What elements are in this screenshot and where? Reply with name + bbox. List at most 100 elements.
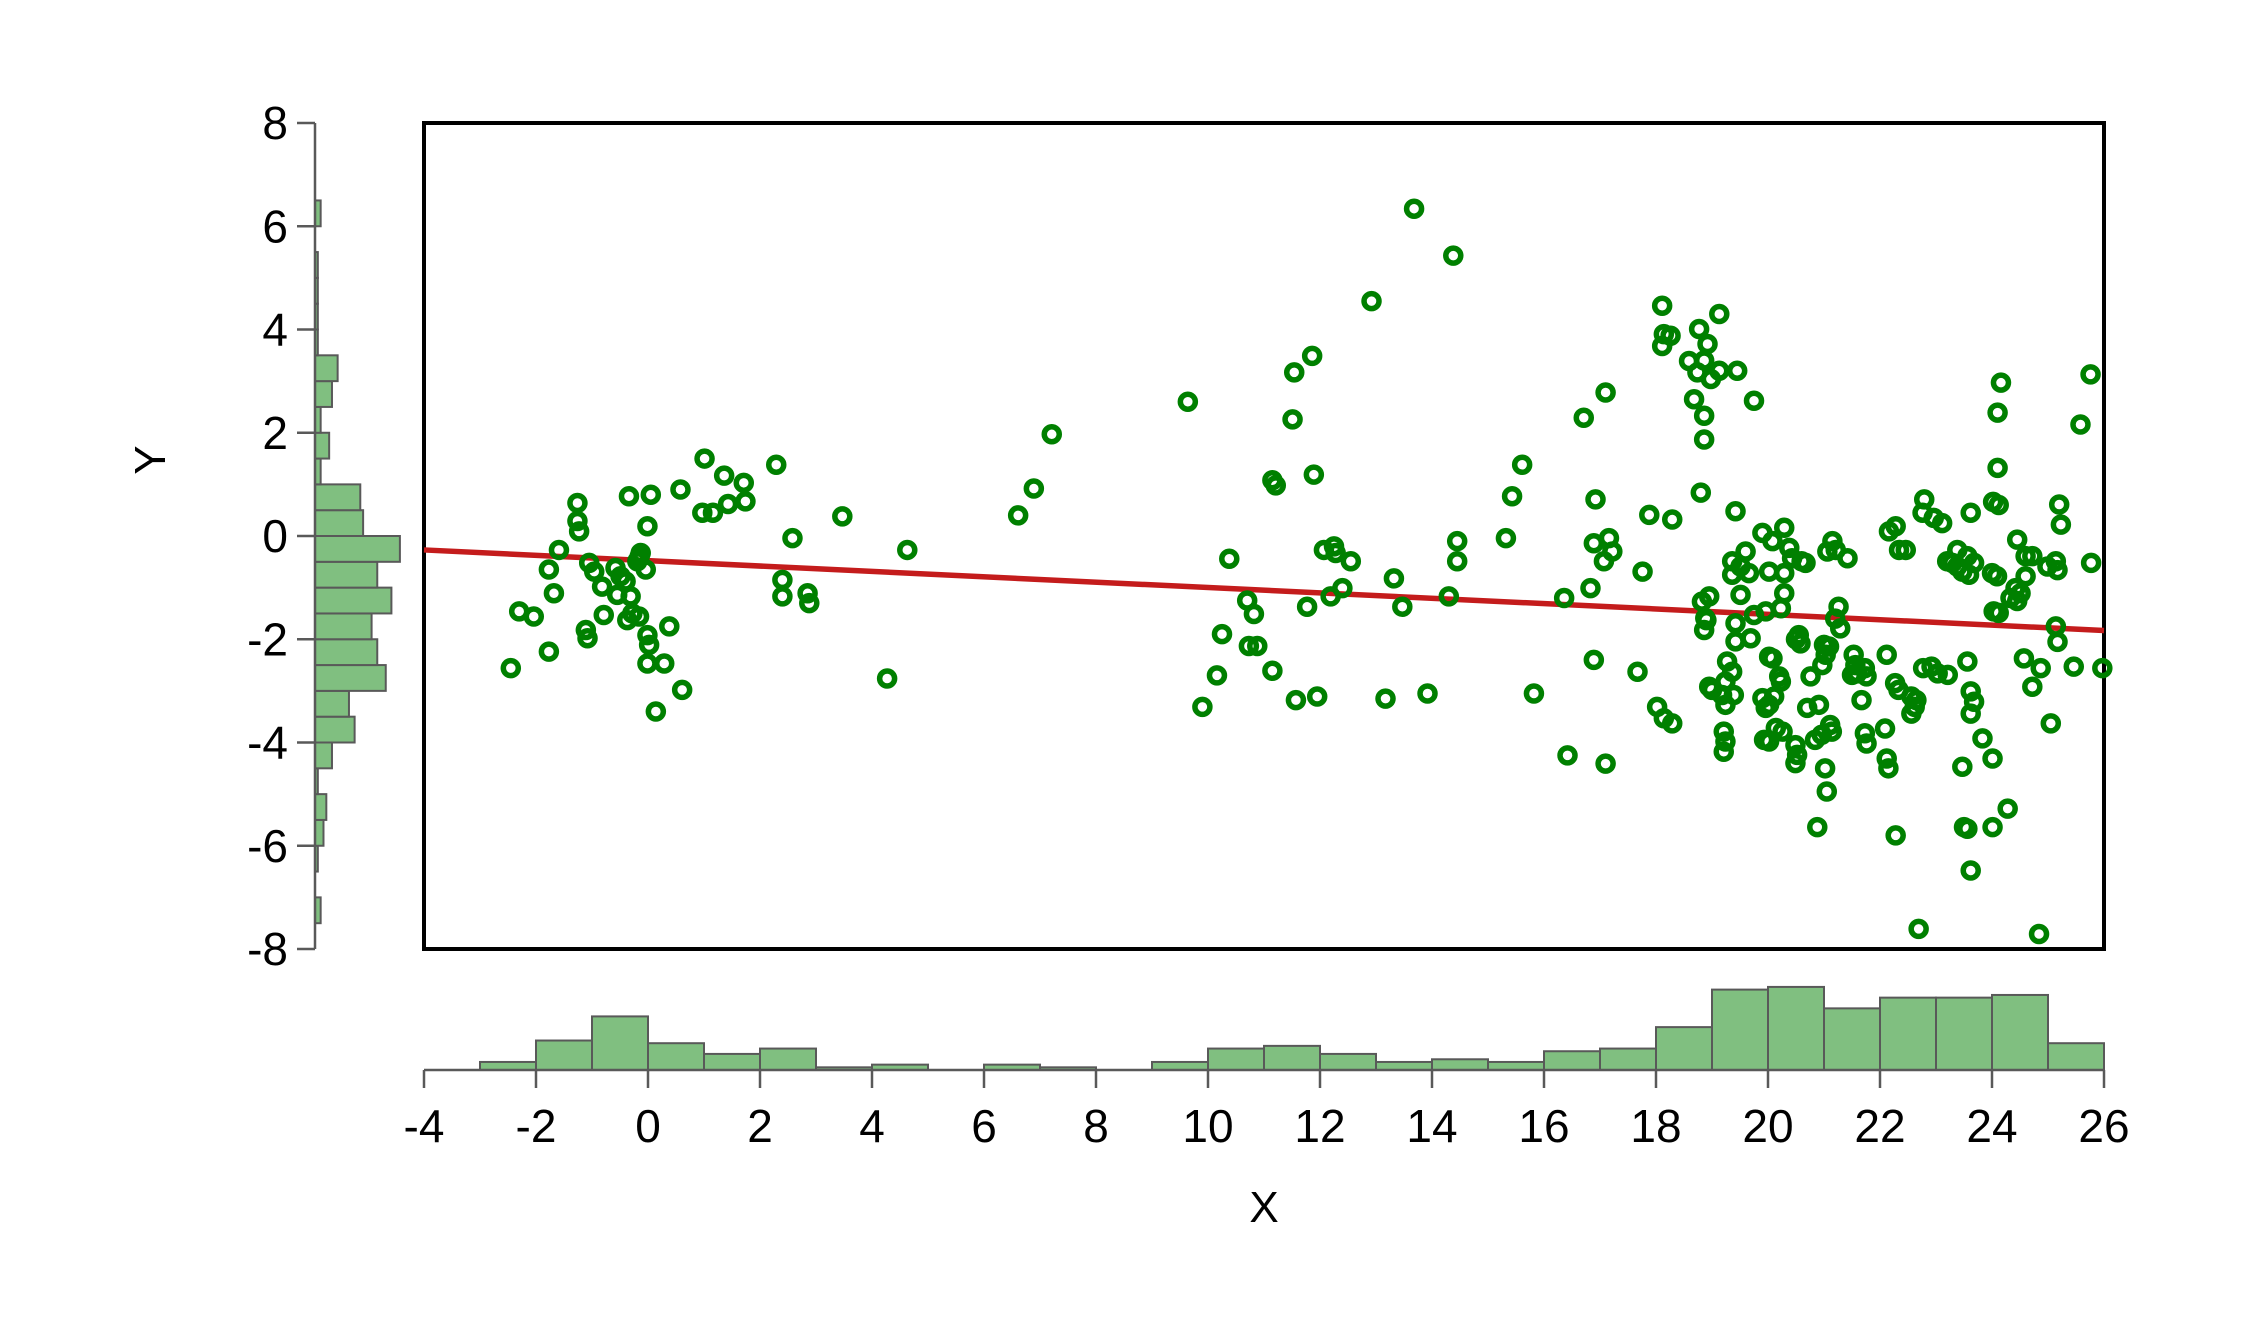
scatter-point [567, 510, 588, 532]
x-tick-label: 26 [2078, 1100, 2129, 1152]
scatter-point [568, 521, 590, 542]
scatter-point [543, 583, 565, 604]
y-histogram-bar [314, 380, 333, 408]
scatter-point [1772, 721, 1793, 742]
x-histogram-bar [1935, 996, 1993, 1072]
scatter-point [717, 493, 739, 515]
scatter-point [538, 559, 560, 580]
scatter-point [1931, 512, 1953, 534]
scatter-point [1688, 318, 1710, 340]
scatter-point [1403, 198, 1425, 219]
scatter-point [2030, 657, 2051, 679]
scatter-point [1988, 602, 2009, 624]
x-histogram-bar [647, 1042, 705, 1071]
x-histogram-bar [1543, 1050, 1601, 1071]
y-histogram-bar [314, 793, 328, 821]
y-tick-label: -8 [247, 923, 288, 975]
scatter-point [799, 592, 820, 614]
x-histogram-bar [535, 1039, 593, 1072]
scatter-point [1446, 551, 1468, 572]
scatter-point [1698, 586, 1720, 607]
x-histogram-bar [703, 1052, 761, 1072]
scatter-point [1773, 517, 1795, 538]
scatter-point [2045, 551, 2067, 572]
scatter-point [583, 561, 605, 582]
scatter-point [876, 668, 898, 689]
scatter-point [1816, 781, 1838, 802]
scatter-point [1697, 333, 1718, 355]
scatter-point [1709, 360, 1730, 382]
scatter-point [2047, 559, 2068, 581]
y-axis-title: Y [126, 445, 175, 474]
scatter-point [1762, 530, 1783, 552]
x-tick-label: 0 [635, 1100, 661, 1152]
scatter-point [1988, 494, 2009, 516]
scatter-point [1262, 660, 1283, 681]
scatter-point [538, 641, 560, 662]
scatter-point [1808, 694, 1830, 716]
scatter-point [2015, 566, 2036, 587]
scatter-point [1725, 612, 1746, 634]
scatter-point [2050, 514, 2072, 535]
scatter-point [1238, 635, 1260, 657]
x-tick-label: 10 [1182, 1100, 1233, 1152]
scatter-point [1817, 541, 1838, 562]
y-tick-label: 4 [262, 304, 288, 356]
scatter-point [671, 679, 693, 701]
x-histogram-bar [1711, 988, 1769, 1071]
x-tick-label: 6 [971, 1100, 997, 1152]
scatter-point [733, 472, 755, 494]
x-tick-label: 8 [1083, 1100, 1109, 1152]
scatter-point [1972, 728, 1993, 749]
scatter-point [1511, 454, 1533, 476]
x-tick-label: 4 [859, 1100, 885, 1152]
scatter-point [1683, 388, 1705, 410]
scatter-point [1987, 402, 2008, 423]
scatter-point [1595, 382, 1616, 403]
scatter-point [1785, 629, 1807, 650]
scatter-point [1361, 290, 1382, 312]
scatter-point [1807, 816, 1828, 838]
scatter-point [1651, 295, 1673, 317]
y-tick-label: -6 [247, 820, 288, 872]
scatter-point [567, 492, 588, 514]
y-histogram-bar [314, 431, 331, 460]
y-histogram-bar [314, 612, 373, 641]
scatter-point [2006, 590, 2028, 612]
y-histogram-bar [314, 535, 401, 563]
scatter-point [1885, 825, 1906, 846]
y-tick-label: 8 [262, 97, 288, 149]
scatter-point [1303, 464, 1325, 485]
scatter-point [1696, 609, 1717, 631]
scatter-point [765, 454, 787, 476]
scatter-point [1580, 577, 1601, 599]
scatter-point [897, 539, 918, 561]
scatter-point [1960, 502, 1981, 524]
x-histogram-bar [1599, 1047, 1657, 1072]
scatter-point [1693, 619, 1715, 641]
scatter-point [659, 616, 680, 637]
x-histogram-bar [1991, 993, 2049, 1072]
y-marginal-histogram [314, 199, 401, 925]
y-histogram-bar [314, 741, 333, 770]
plot-frame-border [422, 121, 2106, 951]
scatter-point [638, 634, 660, 656]
scatter-point [1325, 542, 1346, 564]
scatter-point [1874, 718, 1896, 739]
scatter-point [692, 502, 713, 524]
scatter-point [1443, 245, 1464, 266]
scatter-point [1960, 860, 1981, 881]
scatter-point [1501, 485, 1523, 507]
scatter-point [1306, 686, 1328, 707]
scatter-point [1265, 475, 1287, 496]
scatter-point [1693, 429, 1715, 450]
scatter-point [1726, 360, 1748, 382]
scatter-point [618, 485, 640, 507]
scatter-point [832, 506, 853, 527]
scatter-point [635, 559, 657, 580]
scatter-point [1843, 644, 1864, 665]
scatter-point [1791, 551, 1812, 572]
scatter-point [1282, 409, 1303, 430]
